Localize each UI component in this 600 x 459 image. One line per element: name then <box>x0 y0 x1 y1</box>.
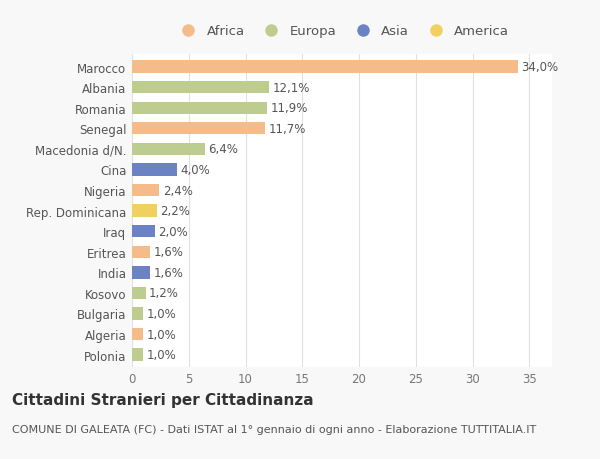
Text: 2,4%: 2,4% <box>163 184 193 197</box>
Text: 1,0%: 1,0% <box>147 308 176 320</box>
Text: 12,1%: 12,1% <box>273 81 310 95</box>
Bar <box>132 267 150 279</box>
Text: 11,7%: 11,7% <box>268 123 305 135</box>
Text: 1,2%: 1,2% <box>149 287 179 300</box>
Text: 34,0%: 34,0% <box>521 61 559 74</box>
Text: 1,6%: 1,6% <box>154 266 184 279</box>
Text: 11,9%: 11,9% <box>271 102 308 115</box>
Text: 6,4%: 6,4% <box>208 143 238 156</box>
Bar <box>132 164 178 176</box>
Bar <box>132 82 269 94</box>
Bar <box>132 308 143 320</box>
Bar <box>132 205 157 217</box>
Bar <box>132 143 205 156</box>
Bar <box>132 287 146 299</box>
Text: 2,0%: 2,0% <box>158 225 188 238</box>
Text: 4,0%: 4,0% <box>181 163 211 177</box>
Text: Cittadini Stranieri per Cittadinanza: Cittadini Stranieri per Cittadinanza <box>12 392 314 408</box>
Legend: Africa, Europa, Asia, America: Africa, Europa, Asia, America <box>171 22 513 42</box>
Text: 2,2%: 2,2% <box>160 205 190 218</box>
Bar <box>132 246 150 258</box>
Text: COMUNE DI GALEATA (FC) - Dati ISTAT al 1° gennaio di ogni anno - Elaborazione TU: COMUNE DI GALEATA (FC) - Dati ISTAT al 1… <box>12 425 536 435</box>
Bar <box>132 102 267 115</box>
Bar <box>132 61 518 73</box>
Bar <box>132 349 143 361</box>
Bar <box>132 185 159 197</box>
Text: 1,6%: 1,6% <box>154 246 184 259</box>
Bar <box>132 225 155 238</box>
Bar <box>132 123 265 135</box>
Text: 1,0%: 1,0% <box>147 348 176 361</box>
Text: 1,0%: 1,0% <box>147 328 176 341</box>
Bar <box>132 328 143 341</box>
